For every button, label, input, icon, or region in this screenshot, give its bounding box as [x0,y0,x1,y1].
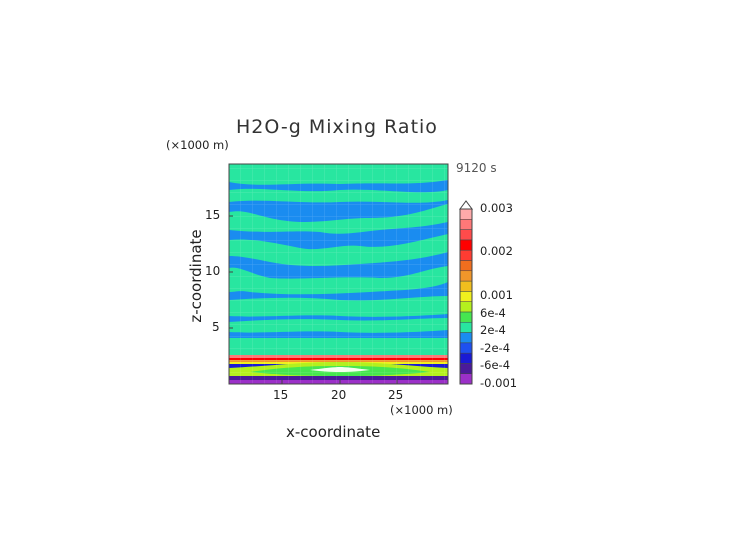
y-tick-label: 15 [205,208,221,222]
colorbar-tick-label: -6e-4 [480,358,511,372]
chart-title: H2O-g Mixing Ratio [236,116,438,138]
colorbar-segment [459,342,473,354]
colorbar-segment [459,332,473,344]
colorbar-tick-label: 0.001 [480,288,513,302]
colorbar-segment [459,311,473,323]
time-label: 9120 s [456,161,497,175]
plot-frame [228,163,449,385]
colorbar-segment [459,291,473,302]
colorbar-tick-label: 0.002 [480,244,513,258]
colorbar-top-arrow [459,200,473,210]
heatmap-field [229,164,448,384]
x-unit-label: (×1000 m) [390,403,453,417]
y-unit-label: (×1000 m) [166,138,229,152]
x-tick-label: 25 [388,388,404,402]
x-axis-label: x-coordinate [286,423,381,441]
colorbar-segment [459,260,473,272]
colorbar-tick-label: 0.003 [480,201,513,215]
y-tick-label: 5 [212,320,220,334]
colorbar-segment [459,208,473,220]
colorbar-segment [459,219,473,230]
colorbar [459,208,473,385]
colorbar-segment [459,270,473,282]
y-tick-marks [229,215,233,329]
y-tick-label: 10 [205,264,221,278]
y-axis-label: z-coordinate [187,229,205,323]
colorbar-segment [459,301,473,313]
colorbar-segment [459,363,473,374]
colorbar-tick-label: -0.001 [480,376,518,390]
colorbar-tick-label: 2e-4 [480,323,506,337]
x-tick-label: 15 [273,388,289,402]
colorbar-tick-label: -2e-4 [480,341,511,355]
colorbar-segment [459,352,473,364]
colorbar-segment [459,373,473,385]
colorbar-segment [459,239,473,251]
colorbar-segment [459,249,473,261]
x-tick-marks [281,380,398,384]
x-tick-label: 20 [331,388,347,402]
colorbar-segment [459,321,473,333]
colorbar-segment [459,280,473,292]
colorbar-tick-label: 6e-4 [480,306,506,320]
grid-overlay [229,164,448,384]
colorbar-segment [459,229,473,241]
